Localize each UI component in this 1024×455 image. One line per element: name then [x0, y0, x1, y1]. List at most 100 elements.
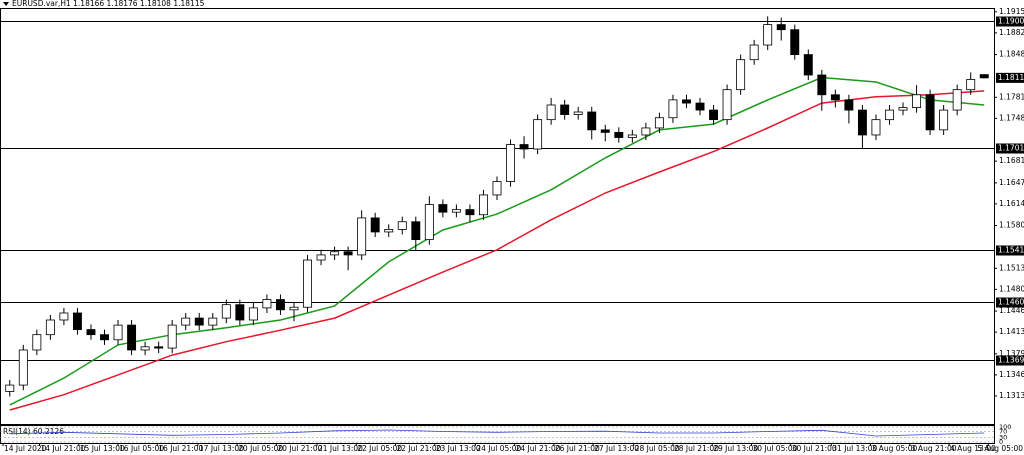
candle-body: [316, 254, 326, 261]
x-tick-label: 24 Jul 21:00: [516, 444, 561, 453]
candle-body: [736, 59, 746, 91]
y-tick-label: 1.14130: [999, 327, 1024, 336]
x-tick-label: 15 Jul 13:00: [80, 444, 125, 453]
y-tick-label: 1.15130: [999, 263, 1024, 272]
candle-body: [411, 221, 421, 241]
candle-body: [289, 306, 299, 311]
candle-body: [181, 317, 191, 326]
candle-body: [330, 251, 340, 256]
y-tick-label: 1.17810: [999, 92, 1024, 101]
price-line-label-box: [996, 355, 1024, 366]
candle-body: [492, 181, 502, 196]
x-tick-label: 28 Jul 21:00: [674, 444, 719, 453]
rsi-tick-label: 100: [999, 423, 1011, 431]
candle-body: [72, 312, 82, 330]
y-tick-label: 1.16810: [999, 156, 1024, 165]
candle-body: [871, 119, 881, 136]
x-tick-label: 30 Jul 21:00: [792, 444, 837, 453]
current-price-label: 1.18115: [998, 73, 1024, 82]
candle-body: [803, 54, 813, 76]
x-tick-label: 23 Jul 13:00: [436, 444, 481, 453]
x-tick-label: 16 Jul 05:00: [119, 444, 164, 453]
candle-body: [194, 317, 204, 326]
candle-body: [790, 29, 800, 55]
candle-body: [5, 384, 15, 392]
candle-body: [370, 217, 380, 233]
y-tick-label: 1.17480: [999, 113, 1024, 122]
x-tick-label: 28 Jul 05:00: [635, 444, 680, 453]
y-tick-label: 1.19150: [999, 7, 1024, 16]
candle-body: [749, 44, 759, 61]
candle-body: [208, 317, 218, 326]
price-line-label: 1.17019: [998, 144, 1024, 153]
price-line-label-box: [996, 16, 1024, 27]
x-tick-label: 5 Aug 05:00: [977, 444, 1023, 453]
candle-body: [709, 109, 719, 121]
candle-body: [45, 319, 55, 336]
candle-body: [817, 74, 827, 96]
candle-body: [167, 324, 177, 349]
candle-body: [384, 228, 394, 233]
candle-body: [424, 204, 434, 241]
x-tick-label: 29 Jul 13:00: [713, 444, 758, 453]
candle-body: [506, 144, 515, 182]
y-tick-label: 1.13130: [999, 391, 1024, 400]
x-tick-label: 17 Jul 13:00: [199, 444, 244, 453]
x-tick-label: 21 Jul 13:00: [318, 444, 363, 453]
candle-body: [573, 111, 583, 115]
x-tick-label: 27 Jul 13:00: [594, 444, 639, 453]
candle-body: [979, 74, 989, 79]
candle-body: [533, 119, 543, 150]
candle-body: [857, 109, 867, 136]
candle-body: [830, 94, 840, 101]
x-tick-label: 22 Jul 21:00: [396, 444, 441, 453]
x-tick-label: 26 Jul 21:00: [555, 444, 600, 453]
candle-body: [641, 127, 651, 136]
candle-body: [100, 334, 109, 341]
candle-body: [18, 349, 28, 386]
price-line-label: 1.19000: [998, 17, 1024, 26]
candle-body: [912, 94, 922, 108]
candle-body: [885, 109, 894, 121]
rsi-pane: [0, 425, 995, 444]
candle-body: [925, 94, 935, 131]
x-tick-label: 16 Jul 21:00: [158, 444, 203, 453]
candle-body: [898, 107, 908, 111]
y-tick-label: 1.18480: [999, 50, 1024, 59]
candle-body: [939, 109, 949, 131]
candle-body: [479, 194, 488, 216]
candle-body: [465, 209, 475, 216]
candle-body: [587, 111, 597, 131]
candle-body: [668, 99, 678, 119]
candle-body: [560, 104, 570, 115]
candle-body: [262, 299, 272, 309]
y-tick-label: 1.14800: [999, 284, 1024, 293]
candle-body: [844, 99, 854, 111]
candle-body: [682, 99, 691, 104]
candle-body: [86, 329, 96, 336]
y-tick-label: 1.13460: [999, 370, 1024, 379]
rsi-tick-label: 0: [999, 438, 1003, 446]
candle-body: [695, 102, 705, 111]
x-tick-label: 3 Aug 05:00: [872, 444, 918, 453]
candle-body: [519, 144, 529, 150]
y-tick-label: 1.15800: [999, 221, 1024, 230]
rsi-tick-label: 30: [999, 434, 1007, 442]
x-tick-label: 31 Jul 13:00: [832, 444, 877, 453]
candle-body: [343, 251, 353, 256]
price-line-label-box: [996, 143, 1024, 154]
x-tick-label: 4 Aug 13:00: [950, 444, 996, 453]
y-tick-label: 1.18820: [999, 28, 1024, 37]
candle-body: [303, 259, 312, 308]
y-tick-label: 1.16140: [999, 199, 1024, 208]
price-line-label-box: [996, 245, 1024, 256]
y-tick-label: 1.13790: [999, 349, 1024, 358]
x-tick-label: 3 Aug 21:00: [911, 444, 957, 453]
x-tick-label: 14 Jul 21:00: [41, 444, 86, 453]
menu-triangle[interactable]: [3, 2, 9, 6]
rsi-line: [9, 429, 985, 437]
candle-body: [722, 89, 732, 121]
